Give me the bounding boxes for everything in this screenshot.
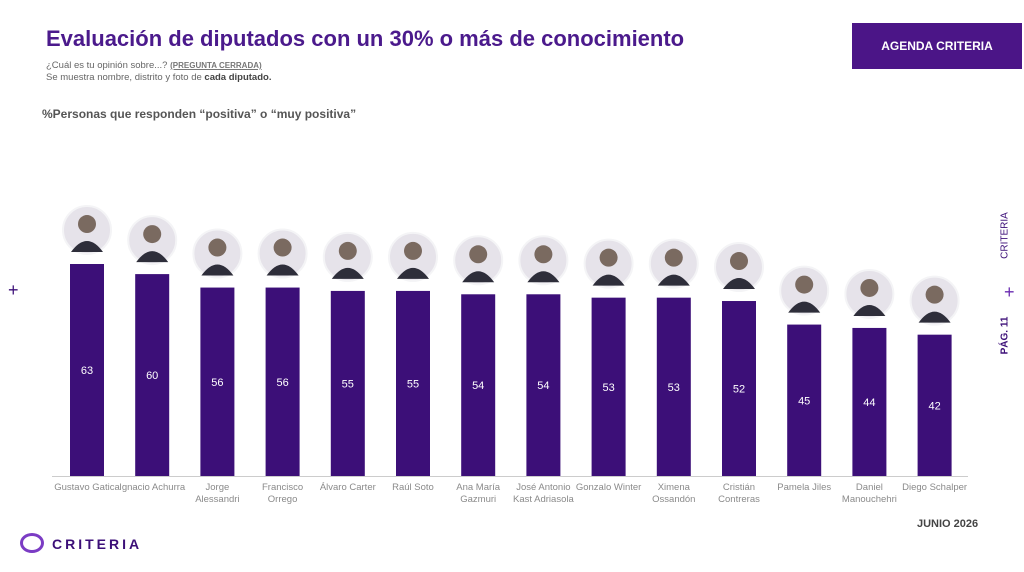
question: ¿Cuál es tu opinión sobre...? (PREGUNTA … xyxy=(46,60,262,71)
logo-icon xyxy=(20,533,44,553)
photo-body xyxy=(462,271,495,283)
photo-body xyxy=(723,278,755,290)
photo-head xyxy=(860,278,879,297)
note-text: Se muestra nombre, distrito y foto de xyxy=(46,72,202,83)
photo-body xyxy=(201,264,234,276)
x-tick-label: Ignacio Achurra xyxy=(119,482,186,493)
note: Se muestra nombre, distrito y foto de ca… xyxy=(46,72,271,83)
photo-head xyxy=(469,245,488,264)
bar xyxy=(461,294,496,476)
photo-head xyxy=(143,225,162,244)
photo-head xyxy=(664,248,683,267)
bar xyxy=(70,264,104,476)
photo-head xyxy=(78,215,96,234)
x-tick-label: Raúl Soto xyxy=(392,482,434,493)
data-label: 55 xyxy=(342,378,354,390)
page-number: PÁG. 11 xyxy=(999,316,1011,355)
data-label: 55 xyxy=(407,378,419,390)
data-label: 54 xyxy=(537,380,549,392)
x-tick-label: Francisco Orrego xyxy=(262,482,304,505)
x-tick-label: Gustavo Gatica xyxy=(54,482,120,493)
data-label: 53 xyxy=(602,382,614,394)
chart-subtitle: %Personas que responden “positiva” o “mu… xyxy=(42,107,357,121)
bar xyxy=(526,294,561,476)
x-tick-label: Pamela Jiles xyxy=(777,482,832,493)
x-tick-label: Jorge Alessandri xyxy=(195,482,240,505)
photo-head xyxy=(730,252,748,271)
x-tick-label: Ximena Ossandón xyxy=(652,482,696,505)
logo: CRITERIA xyxy=(52,536,143,552)
photo-body xyxy=(331,267,364,279)
data-label: 52 xyxy=(733,384,745,396)
right-mark: + xyxy=(1004,282,1015,302)
data-label: 56 xyxy=(276,377,288,389)
bar xyxy=(330,290,365,476)
photo-body xyxy=(918,311,951,323)
chart-title: Evaluación de diputados con un 30% o más… xyxy=(46,26,685,51)
data-label: 45 xyxy=(798,395,810,407)
data-label: 60 xyxy=(146,370,158,382)
photo-head xyxy=(925,285,944,304)
question-text: ¿Cuál es tu opinión sobre...? xyxy=(46,60,168,71)
left-mark: + xyxy=(8,280,19,300)
bar xyxy=(787,324,822,476)
data-label: 44 xyxy=(863,397,875,409)
bar xyxy=(135,274,170,476)
photo-head xyxy=(338,241,357,260)
bar xyxy=(656,297,691,476)
x-tick-label: José Antonio Kast Adriasola xyxy=(513,482,574,505)
photo-body xyxy=(397,267,429,279)
photo-head xyxy=(208,238,227,257)
date: JUNIO 2026 xyxy=(917,518,979,530)
photo-body xyxy=(657,274,690,286)
photo-head xyxy=(404,241,422,260)
x-tick-label: Álvaro Carter xyxy=(319,482,376,493)
photo-head xyxy=(599,248,618,267)
photo-head xyxy=(273,238,292,257)
photo-body xyxy=(853,304,886,316)
x-tick-label: Gonzalo Winter xyxy=(575,482,642,493)
data-label: 53 xyxy=(668,382,680,394)
bar xyxy=(917,334,952,476)
x-tick-label: Ana María Gazmuri xyxy=(456,482,501,505)
bar xyxy=(722,301,756,476)
bar xyxy=(852,327,887,476)
bar xyxy=(265,287,300,476)
bar xyxy=(396,290,430,476)
photo-head xyxy=(534,245,553,264)
x-tick-label: Cristián Contreras xyxy=(718,482,760,505)
agenda-button[interactable]: AGENDA CRITERIA xyxy=(852,23,1022,69)
bar xyxy=(200,287,235,476)
x-tick-label: Diego Schalper xyxy=(902,482,968,493)
photo-body xyxy=(592,274,625,286)
photo-body xyxy=(71,241,103,253)
data-label: 63 xyxy=(81,365,93,377)
data-label: 56 xyxy=(211,377,223,389)
x-tick-label: Daniel Manouchehri xyxy=(841,482,897,505)
question-tag: (PREGUNTA CERRADA) xyxy=(170,61,262,70)
photo-body xyxy=(527,271,560,283)
data-label: 42 xyxy=(928,400,940,412)
note-bold: cada diputado. xyxy=(204,72,272,83)
photo-head xyxy=(795,275,814,294)
data-label: 54 xyxy=(472,380,484,392)
bar xyxy=(591,297,626,476)
photo-body xyxy=(788,301,821,313)
side-brand: CRITERIA xyxy=(999,212,1011,259)
photo-body xyxy=(136,251,169,263)
photo-body xyxy=(266,264,299,276)
